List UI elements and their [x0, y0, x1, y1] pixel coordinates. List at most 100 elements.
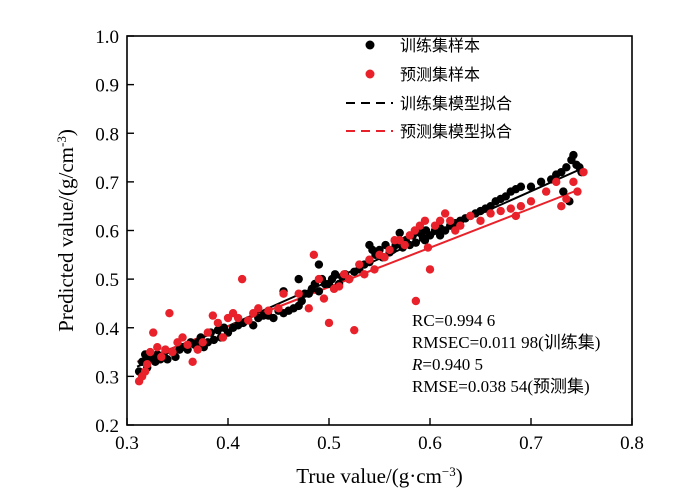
- train-point-111: [294, 274, 303, 284]
- train-point-116: [435, 231, 445, 240]
- test-point-36: [324, 318, 334, 328]
- test-point-23: [233, 313, 243, 323]
- axis-ticks: 0.3 0.4 0.5 0.6 0.7 0.80.20.30.40.50.60.70.80…: [95, 27, 644, 454]
- legend-train-fit: 训练集模型拟合: [400, 94, 512, 113]
- train-point-110: [314, 260, 324, 269]
- test-point-60: [435, 216, 445, 225]
- test-point-47: [380, 253, 389, 262]
- annotation-rmse: RMSE=0.038 54(预测集): [412, 377, 590, 396]
- test-point-71: [516, 201, 526, 211]
- test-point-78: [573, 187, 582, 196]
- y-tick-label-6: 0.8: [95, 124, 119, 145]
- test-point-56: [420, 216, 430, 225]
- test-point-30: [279, 289, 288, 298]
- x-tick-label-4: 0.7: [519, 433, 543, 454]
- test-point-14: [188, 357, 197, 366]
- test-point-15: [193, 345, 202, 354]
- annotation-r: R=0.940 5: [411, 355, 483, 374]
- test-point-13: [183, 340, 192, 349]
- test-point-19: [213, 318, 223, 328]
- train-point-23: [209, 335, 219, 345]
- legend-test-fit: 预测集模型拟合: [400, 122, 512, 141]
- statistics-annotation: RC=0.994 6 RMSEC=0.011 98(训练集) R=0.940 5…: [411, 311, 600, 396]
- test-point-79: [579, 167, 588, 177]
- y-tick-label-5: 0.7: [95, 173, 119, 194]
- legend-test-samples: 预测集样本: [400, 65, 480, 84]
- train-point-102: [562, 163, 571, 172]
- x-axis-title: True value/(g·cm−3): [296, 464, 462, 489]
- test-point-4: [146, 347, 155, 357]
- test-point-68: [496, 206, 505, 216]
- test-point-7: [157, 352, 166, 362]
- test-point-32: [304, 304, 313, 313]
- x-tick-label-3: 0.6: [418, 433, 442, 454]
- test-point-54: [411, 296, 421, 306]
- test-point-40: [345, 274, 354, 284]
- test-point-34: [314, 274, 324, 284]
- train-point-52: [330, 270, 340, 279]
- test-point-41: [350, 325, 359, 335]
- legend: 训练集样本 预测集样本 训练集模型拟合 预测集模型拟合: [346, 36, 512, 141]
- test-point-77: [569, 177, 578, 187]
- test-point-25: [244, 316, 253, 325]
- y-tick-label-3: 0.5: [95, 270, 119, 291]
- test-point-74: [552, 177, 561, 187]
- legend-train-marker: [365, 40, 375, 50]
- y-axis-title: Predicted value/(g/cm-3): [54, 129, 79, 332]
- test-point-75: [557, 201, 566, 211]
- train-point-104: [569, 150, 578, 160]
- test-point-44: [365, 255, 374, 264]
- train-point-74: [411, 238, 421, 247]
- test-point-62: [446, 216, 455, 225]
- train-point-115: [420, 236, 430, 245]
- y-tick-label-7: 0.9: [95, 76, 119, 97]
- test-point-65: [466, 211, 475, 221]
- test-point-57: [423, 243, 433, 252]
- data-points: [134, 150, 588, 386]
- test-point-10: [168, 347, 177, 357]
- train-point-98: [536, 177, 546, 187]
- legend-train-samples: 训练集样本: [400, 36, 480, 55]
- x-tick-label-5: 0.8: [620, 433, 644, 454]
- legend-test-marker: [365, 69, 375, 79]
- test-point-9: [165, 308, 174, 318]
- test-point-43: [360, 270, 369, 279]
- test-point-51: [400, 240, 409, 250]
- test-point-27: [254, 304, 263, 313]
- train-point-42: [297, 296, 306, 306]
- test-point-6: [153, 343, 162, 352]
- train-point-47: [314, 287, 324, 296]
- test-point-61: [440, 209, 450, 218]
- x-tick-label-1: 0.4: [216, 433, 240, 454]
- y-tick-label-4: 0.6: [95, 222, 119, 243]
- test-point-5: [149, 328, 158, 337]
- train-point-114: [395, 228, 404, 238]
- test-point-67: [486, 209, 495, 218]
- test-point-42: [355, 260, 364, 269]
- test-point-35: [319, 294, 329, 303]
- test-point-29: [274, 304, 283, 313]
- test-point-16: [198, 338, 207, 347]
- test-point-20: [218, 333, 228, 342]
- annotation-rc: RC=0.994 6: [412, 311, 495, 330]
- test-point-73: [541, 187, 551, 196]
- test-point-58: [425, 265, 435, 274]
- test-point-28: [264, 306, 273, 315]
- test-point-3: [143, 360, 152, 369]
- test-point-18: [208, 311, 218, 320]
- annotation-rmsec: RMSEC=0.011 98(训练集): [412, 333, 600, 352]
- test-point-31: [294, 289, 303, 298]
- test-point-38: [334, 282, 344, 291]
- test-point-8: [161, 345, 170, 354]
- plot-frame: [126, 35, 633, 426]
- test-point-64: [456, 221, 465, 230]
- test-point-24: [237, 274, 247, 284]
- test-point-2: [140, 367, 150, 376]
- test-point-70: [511, 211, 521, 221]
- train-point-97: [526, 182, 536, 191]
- test-point-33: [309, 250, 319, 260]
- test-point-48: [385, 245, 394, 255]
- test-point-69: [506, 204, 515, 213]
- y-tick-label-8: 1.0: [95, 27, 119, 48]
